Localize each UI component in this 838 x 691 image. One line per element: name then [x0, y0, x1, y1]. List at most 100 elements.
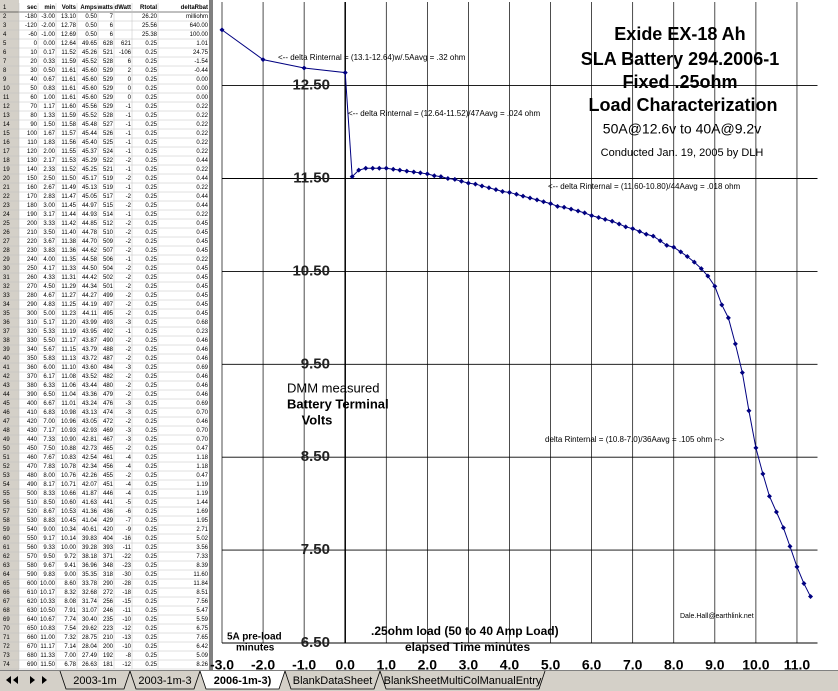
tab[interactable] [129, 670, 201, 690]
chart-title: SLA Battery 294.2006-1 [581, 49, 779, 69]
cell: 0.22 [196, 212, 208, 218]
cell: 420 [103, 527, 114, 533]
cell: 11.49 [61, 185, 76, 191]
cell: -3 [126, 401, 132, 407]
cell: 45.13 [82, 185, 98, 191]
cell: 0.25 [145, 266, 157, 272]
cell: 256 [103, 599, 114, 605]
sheet-nav-arrows[interactable] [6, 676, 47, 684]
cell: 100.00 [190, 32, 209, 38]
cell: 43.72 [82, 356, 98, 362]
cell: 5.67 [43, 347, 55, 353]
cell: -11 [123, 608, 132, 614]
tab[interactable] [199, 670, 286, 690]
row-number: 68 [3, 608, 10, 614]
x-tick-label: 10.0 [742, 657, 769, 673]
tab[interactable] [284, 670, 381, 690]
cell: 456 [103, 464, 114, 470]
cell: 70 [30, 104, 37, 110]
cell: 43.24 [82, 401, 98, 407]
x-tick-label: 6.0 [582, 657, 602, 673]
cell: -180 [25, 14, 38, 20]
data-point [486, 185, 492, 191]
cell: -1.54 [194, 59, 208, 65]
data-point [513, 191, 519, 197]
cell: 7.56 [196, 599, 208, 605]
cell: 44.70 [82, 239, 98, 245]
cell: 10.00 [61, 545, 77, 551]
row-number: 15 [3, 131, 10, 137]
cell: 11.35 [61, 257, 76, 263]
cell: -5 [126, 500, 132, 506]
cell: -2 [126, 302, 132, 308]
cell: 0.25 [145, 428, 157, 434]
row-number: 33 [3, 293, 10, 299]
cell: 11.50 [40, 662, 55, 668]
cell: 45.60 [82, 77, 98, 83]
cell: 2 [128, 68, 132, 74]
cell: 2.83 [43, 194, 55, 200]
cell: 0.69 [196, 401, 208, 407]
cell: 0.25 [145, 482, 157, 488]
cell: -2 [126, 356, 132, 362]
tab[interactable] [379, 670, 546, 690]
tab-label[interactable]: 2003-1m-3 [138, 675, 191, 687]
row-number: 32 [3, 284, 10, 290]
cell: 0.25 [145, 644, 157, 650]
cell: 0.25 [145, 572, 157, 578]
cell: 525 [103, 140, 114, 146]
x-tick-label: 1.0 [377, 657, 397, 673]
cell: 230 [27, 248, 38, 254]
cell: 7.74 [64, 617, 76, 623]
tab-label[interactable]: 2006-1m-3) [214, 675, 272, 687]
cell: 6.50 [43, 392, 55, 398]
cell: 610 [27, 590, 38, 596]
cell: 50 [30, 86, 37, 92]
cell: 680 [27, 653, 38, 659]
cell: 10.60 [61, 500, 77, 506]
cell: 0.25 [145, 563, 157, 569]
cell: 9.00 [43, 527, 55, 533]
cell: 45.05 [82, 194, 98, 200]
x-axis-label: elapsed Time minutes [405, 640, 530, 654]
row-number: 38 [3, 338, 10, 344]
row-number: 16 [3, 140, 10, 146]
tab-label[interactable]: BlankSheetMultiColManualEntry [384, 675, 542, 687]
cell: 10.53 [61, 509, 77, 515]
data-point [500, 189, 506, 195]
cell: 11.61 [61, 68, 76, 74]
cell: -1 [126, 329, 132, 335]
cell: 12.64 [61, 41, 77, 47]
cell: 0.46 [196, 374, 208, 380]
cell: 0.25 [145, 536, 157, 542]
tab-label[interactable]: 2003-1m [73, 675, 116, 687]
cell: 0.45 [196, 230, 208, 236]
cell: 0.25 [145, 167, 157, 173]
cell: 4.33 [43, 275, 55, 281]
cell: 10.76 [61, 473, 77, 479]
cell: 13.10 [61, 14, 77, 20]
tab-label[interactable]: BlankDataSheet [293, 675, 373, 687]
cell: 0.45 [196, 221, 208, 227]
cell: 2.17 [43, 158, 55, 164]
row-number: 36 [3, 320, 10, 326]
row-number: 14 [3, 122, 10, 128]
cell: 7.50 [43, 446, 55, 452]
cell: 30 [30, 68, 37, 74]
cell: 0.44 [196, 203, 208, 209]
cell: 621 [121, 41, 132, 47]
row-number: 71 [3, 635, 10, 641]
cell: 0.70 [196, 410, 208, 416]
data-point [623, 224, 629, 230]
row-number: 42 [3, 374, 10, 380]
cell: 8.08 [64, 599, 76, 605]
row-number: 60 [3, 536, 10, 542]
cell: 0.25 [145, 635, 157, 641]
cell: 2.50 [43, 176, 55, 182]
cell: 0.25 [145, 293, 157, 299]
cell: 6.33 [43, 383, 55, 389]
cell: 0.45 [196, 248, 208, 254]
cell: 170 [27, 194, 38, 200]
tab[interactable] [59, 670, 131, 690]
cell: 0.47 [196, 473, 208, 479]
